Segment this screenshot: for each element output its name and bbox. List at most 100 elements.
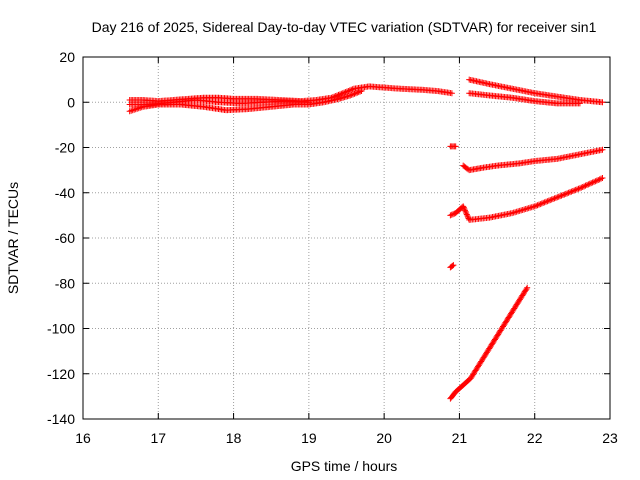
data-point — [599, 146, 606, 153]
data-point — [558, 192, 565, 199]
data-point — [598, 175, 605, 182]
data-point — [449, 262, 456, 269]
x-tick-label: 17 — [150, 430, 166, 446]
data-point — [463, 210, 470, 217]
data-point — [596, 176, 603, 183]
series-track-3 — [466, 90, 583, 107]
x-tick-label: 16 — [75, 430, 91, 446]
data-point — [447, 212, 454, 219]
data-point — [448, 211, 455, 218]
data-point — [464, 212, 471, 219]
data-point — [535, 201, 542, 208]
data-point — [557, 193, 564, 200]
y-tick-label: -120 — [47, 366, 75, 382]
y-tick-label: 20 — [59, 49, 75, 65]
data-point — [592, 178, 599, 185]
data-point — [559, 192, 566, 199]
data-point — [452, 143, 459, 150]
data-point — [576, 185, 583, 192]
series-track-1-middle — [126, 96, 312, 108]
series-track-4 — [447, 143, 459, 150]
y-axis-label: SDTVAR / TECUs — [5, 182, 21, 294]
chart-title: Day 216 of 2025, Sidereal Day-to-day VTE… — [92, 19, 597, 35]
data-point — [583, 182, 590, 189]
data-point — [348, 91, 355, 98]
data-point — [462, 208, 469, 215]
data-point — [551, 195, 558, 202]
plot-frame — [82, 56, 611, 420]
data-point — [565, 189, 572, 196]
data-point — [554, 194, 561, 201]
data-point — [531, 203, 538, 210]
data-point — [358, 87, 365, 94]
data-point — [354, 89, 361, 96]
series-track-5 — [460, 146, 606, 174]
data-point — [349, 86, 356, 93]
data-point — [357, 88, 364, 95]
data-point — [533, 202, 540, 209]
data-point — [543, 198, 550, 205]
series-track-8 — [447, 284, 531, 402]
data-point — [585, 181, 592, 188]
data-point — [305, 99, 312, 106]
data-point — [555, 193, 562, 200]
data-point — [351, 90, 358, 97]
x-tick-label: 21 — [452, 430, 468, 446]
data-point — [541, 199, 548, 206]
x-tick-label: 18 — [226, 430, 242, 446]
data-point — [589, 179, 596, 186]
data-point — [599, 99, 606, 106]
data-point — [450, 262, 457, 269]
series-track-2 — [466, 76, 606, 106]
data-point — [460, 203, 467, 210]
data-point — [463, 211, 470, 218]
data-point — [582, 182, 589, 189]
data-point — [548, 196, 555, 203]
y-tick-label: -100 — [47, 321, 75, 337]
data-point — [348, 86, 355, 93]
data-point — [448, 90, 455, 97]
data-point — [534, 202, 541, 209]
x-axis-ticks: 16 17 18 19 20 21 22 23 — [75, 57, 618, 446]
data-point — [462, 207, 468, 214]
y-tick-label: -20 — [55, 140, 75, 156]
data-point — [350, 91, 357, 98]
data-points — [126, 76, 606, 402]
y-tick-label: -40 — [55, 185, 75, 201]
data-point — [591, 178, 598, 185]
series-track-6 — [447, 175, 606, 223]
data-point — [537, 201, 544, 208]
y-tick-label: 0 — [67, 94, 75, 110]
data-point — [545, 197, 552, 204]
data-point — [567, 189, 574, 196]
data-point — [588, 180, 595, 187]
data-point — [572, 186, 579, 193]
y-tick-label: -60 — [55, 230, 75, 246]
data-point — [524, 284, 531, 291]
data-point — [547, 197, 554, 204]
x-tick-label: 19 — [301, 430, 317, 446]
data-point — [574, 186, 581, 193]
data-point — [544, 198, 551, 205]
data-point — [586, 180, 593, 187]
data-point — [355, 89, 362, 96]
y-axis-ticks: 20 0 -20 -40 -60 -80 -100 -120 -140 — [47, 49, 610, 427]
data-point — [579, 183, 586, 190]
x-tick-label: 20 — [376, 430, 392, 446]
x-axis-label: GPS time / hours — [291, 458, 398, 474]
y-tick-label: -80 — [55, 275, 75, 291]
data-point — [450, 211, 457, 218]
data-point — [568, 188, 575, 195]
data-point — [540, 199, 547, 206]
data-point — [576, 100, 583, 107]
data-point — [346, 87, 353, 94]
data-point — [593, 177, 600, 184]
data-point — [523, 286, 530, 293]
data-point — [571, 187, 578, 194]
data-point — [561, 191, 568, 198]
data-point — [352, 90, 359, 97]
data-point — [599, 175, 606, 182]
data-point — [347, 92, 354, 99]
series-track-7 — [447, 262, 457, 271]
